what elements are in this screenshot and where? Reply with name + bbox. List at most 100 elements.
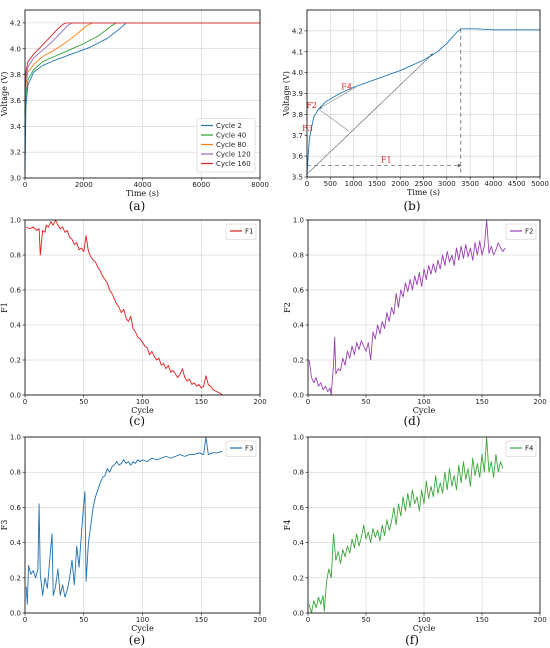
y-tick-label: 0.4 (10, 322, 22, 330)
x-tick-label: 1500 (368, 180, 386, 188)
x-tick-label: 100 (417, 616, 430, 624)
plot-frame (24, 9, 261, 179)
y-axis-label: F4 (283, 520, 292, 531)
y-tick-label: 0.4 (293, 322, 305, 330)
y-tick-label: 1.0 (293, 434, 304, 442)
y-tick-label: 0.2 (10, 574, 21, 582)
legend-entry: Cycle 80 (216, 141, 246, 149)
chart-panel-d: 0 50 100 150 200 0.0 0.2 0.4 0.6 0.8 1.0 Cycle F2 (d)… (283, 217, 547, 429)
annotation-f4: F4 (341, 82, 352, 91)
annotation-f1: F1 (381, 155, 392, 164)
legend: F2 (505, 223, 537, 240)
x-tick-label: 6000 (192, 181, 210, 189)
y-axis-label: F3 (0, 520, 9, 531)
x-tick-label: 150 (475, 616, 488, 624)
y-tick-label: 4.0 (292, 69, 303, 77)
y-tick-label: 4.0 (10, 45, 21, 53)
x-tick-label: 200 (253, 398, 266, 406)
y-tick-label: 0.6 (10, 287, 22, 295)
series-line-f1 (25, 219, 223, 396)
panel-label: (a) (129, 199, 146, 213)
y-tick-label: 3.0 (10, 175, 21, 183)
y-axis-label: F2 (283, 302, 292, 313)
x-tick-label: 0 (306, 616, 310, 624)
x-tick-label: 50 (362, 398, 371, 406)
y-tick-label: 0.2 (293, 574, 304, 582)
annotation-f3: F3 (302, 124, 313, 133)
x-tick-label: 0 (305, 180, 309, 188)
legend-box (225, 440, 257, 457)
diagonal-arrow (308, 53, 434, 174)
y-axis-label: Voltage (V) (0, 72, 9, 118)
legend: F4 (505, 440, 537, 457)
x-tick-label: 150 (475, 398, 488, 406)
x-tick-label: 1000 (345, 180, 363, 188)
x-axis-label: Cycle (413, 406, 436, 415)
series-line-f4 (308, 436, 504, 614)
y-tick-label: 4.1 (292, 48, 303, 56)
legend-entry: Cycle 120 (216, 151, 251, 159)
y-tick-label: 3.2 (10, 149, 21, 157)
plot-frame (24, 219, 261, 396)
x-axis-label: Time (s) (126, 189, 159, 198)
chart-panel-a: 0 2000 4000 6000 8000 3.0 3.2 3.4 3.6 3.8 4.0 4.2 Ti… (0, 9, 269, 213)
x-axis-label: Cycle (413, 624, 436, 633)
y-tick-label: 3.6 (10, 97, 22, 105)
plot-frame (307, 219, 541, 396)
legend-entry: Cycle 160 (216, 160, 251, 168)
plot-frame (24, 436, 261, 614)
y-tick-label: 0.8 (10, 469, 21, 477)
legend: F1 (225, 223, 257, 240)
x-tick-label: 4500 (508, 180, 526, 188)
y-tick-label: 0.0 (10, 392, 21, 400)
x-tick-label: 200 (533, 616, 546, 624)
x-tick-label: 150 (195, 616, 208, 624)
chart-panel-f: 0 50 100 150 200 0.0 0.2 0.4 0.6 0.8 1.0 Cycle F4 (f)… (283, 434, 547, 648)
f2-perpendicular (318, 108, 350, 132)
y-tick-label: 3.9 (292, 90, 303, 98)
x-tick-label: 50 (79, 398, 88, 406)
x-axis-label: Cycle (131, 624, 154, 633)
series-line-cycle-2 (24, 22, 260, 172)
f4-arrow (318, 86, 357, 109)
y-tick-label: 0.8 (293, 469, 304, 477)
panel-label: (b) (403, 199, 420, 213)
x-tick-label: 150 (195, 398, 208, 406)
legend-entry: F2 (525, 228, 533, 236)
x-tick-label: 5000 (531, 180, 549, 188)
series-line-b-0 (306, 28, 540, 178)
y-tick-label: 0.8 (10, 252, 21, 260)
legend-entry: F3 (245, 445, 253, 453)
x-tick-label: 0 (23, 181, 27, 189)
x-tick-label: 200 (533, 398, 546, 406)
x-tick-label: 2000 (391, 180, 409, 188)
y-tick-label: 0.4 (10, 539, 22, 547)
x-tick-label: 50 (79, 616, 88, 624)
series-line-cycle-120 (24, 22, 260, 95)
chart-panel-b: 0 500 1000 1500 2000 2500 3000 3500 4000 4500 5000… (282, 9, 549, 213)
x-tick-label: 0 (306, 398, 310, 406)
panel-label: (e) (129, 633, 145, 647)
plot-frame (306, 9, 541, 178)
chart-panel-c: 0 50 100 150 200 0.0 0.2 0.4 0.6 0.8 1.0 Cycle F1 (c)… (0, 217, 267, 429)
y-tick-label: 0.6 (293, 287, 305, 295)
legend-box (196, 118, 256, 173)
y-tick-label: 0.2 (293, 357, 304, 365)
y-tick-label: 0.6 (10, 504, 22, 512)
y-tick-label: 0.6 (293, 504, 305, 512)
y-tick-label: 0.2 (10, 357, 21, 365)
y-tick-label: 1.0 (10, 434, 21, 442)
y-tick-label: 0.8 (293, 252, 304, 260)
legend-box (225, 223, 257, 240)
y-tick-label: 3.4 (10, 123, 22, 131)
legend-entry: Cycle 2 (216, 122, 242, 130)
x-tick-label: 3000 (438, 180, 456, 188)
x-tick-label: 0 (23, 616, 27, 624)
legend-entry: F4 (525, 445, 534, 453)
x-tick-label: 500 (324, 180, 337, 188)
x-tick-label: 0 (23, 398, 27, 406)
y-tick-label: 3.7 (292, 132, 303, 140)
series-line-cycle-40 (24, 22, 260, 114)
